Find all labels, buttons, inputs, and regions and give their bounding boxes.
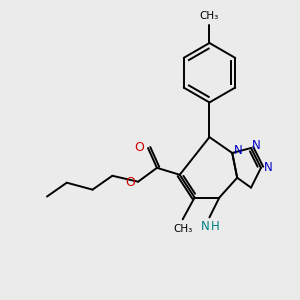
Text: CH₃: CH₃: [173, 224, 192, 234]
Text: O: O: [125, 176, 135, 189]
Text: H: H: [210, 220, 219, 233]
Text: N: N: [201, 220, 209, 233]
Text: O: O: [134, 140, 144, 154]
Text: N: N: [252, 139, 261, 152]
Text: CH₃: CH₃: [200, 11, 219, 21]
Text: N: N: [264, 161, 273, 174]
Text: N: N: [234, 145, 243, 158]
